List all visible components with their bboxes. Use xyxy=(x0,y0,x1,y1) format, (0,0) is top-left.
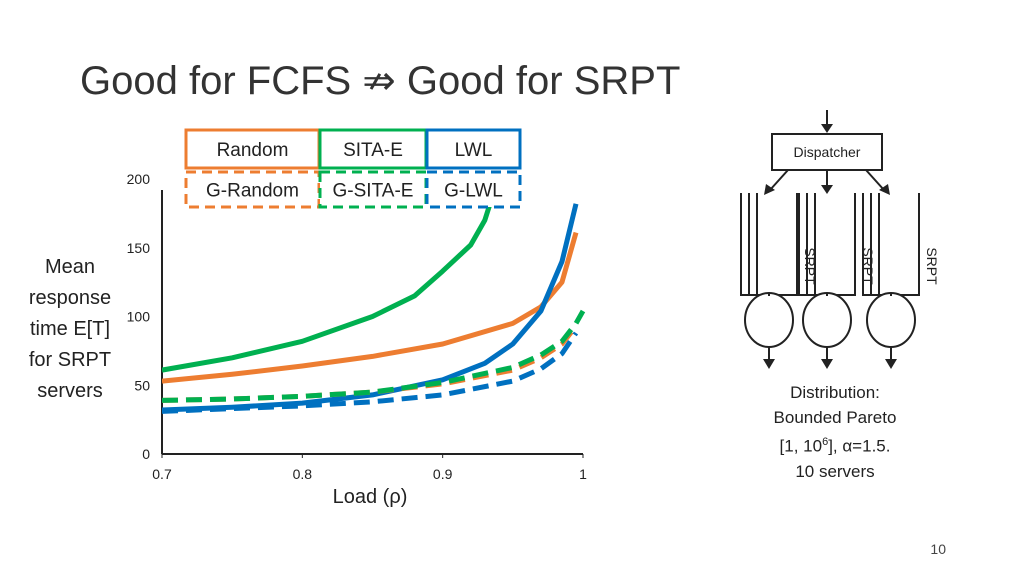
server-policy-label: SRPT xyxy=(924,247,940,285)
y-tick-label: 50 xyxy=(134,377,150,393)
y-axis-label-line: servers xyxy=(37,380,103,402)
dispatcher-box xyxy=(771,133,883,171)
dispatch-arrow-middle-head xyxy=(821,185,833,194)
server-3: SRPT xyxy=(862,193,940,369)
y-axis-label-line: for SRPT xyxy=(28,349,112,371)
legend-label: G-Random xyxy=(206,181,299,202)
x-tick-label: 0.9 xyxy=(433,466,453,482)
distribution-range-end: ], α=1.5. xyxy=(828,436,891,456)
slide-number: 10 xyxy=(930,541,946,557)
y-tick-label: 0 xyxy=(142,446,150,462)
legend-label: G-LWL xyxy=(444,181,503,202)
distribution-exponent: 6 xyxy=(822,436,829,448)
y-tick-label: 100 xyxy=(127,309,151,325)
incoming-arrow-head xyxy=(821,124,833,133)
output-arrow-head xyxy=(885,359,897,369)
legend-label: Random xyxy=(217,140,289,161)
x-tick-label: 1 xyxy=(579,466,587,482)
series-line-g-sita-e xyxy=(162,309,586,403)
y-axis-label-line: time E[T] xyxy=(29,318,110,340)
dispatch-arrow-right-head xyxy=(879,184,890,195)
y-axis-label-line: Mean xyxy=(44,256,96,278)
series-line-random xyxy=(162,231,579,384)
y-axis-label: Mean response time E[T] for SRPT servers xyxy=(8,252,132,407)
distribution-line: [1, 106], α=1.5. xyxy=(740,430,930,459)
chart-series xyxy=(162,197,586,414)
y-tick-label: 200 xyxy=(127,171,151,187)
y-axis-label-line: response xyxy=(28,287,112,309)
legend-box-lwl xyxy=(425,128,522,170)
server-group: SRPT SRPT SRPT xyxy=(740,193,940,369)
legend-label: SITA-E xyxy=(343,140,403,161)
distribution-text: Distribution: Bounded Pareto [1, 106], α… xyxy=(740,380,930,484)
distribution-line: Distribution: xyxy=(790,383,880,402)
legend-label: LWL xyxy=(455,140,493,161)
output-arrow-head xyxy=(821,359,833,369)
x-axis-label: Load (ρ) xyxy=(332,486,408,508)
chart-legend: Random SITA-E LWL G-Random G-SITA-E G-LWL xyxy=(184,128,522,209)
y-tick-label: 150 xyxy=(127,240,151,256)
dispatcher-label: Dispatcher xyxy=(794,144,861,160)
server-circle xyxy=(866,292,916,348)
dispatch-arrow-left-head xyxy=(764,184,775,195)
distribution-range-start: [1, 10 xyxy=(779,436,823,456)
dispatch-arrow-left xyxy=(769,169,789,191)
x-tick-label: 0.7 xyxy=(152,466,172,482)
server-circle xyxy=(744,292,794,348)
series-line-sita-e xyxy=(162,197,495,373)
output-arrow-head xyxy=(763,359,775,369)
dispatch-arrow-right xyxy=(865,169,885,191)
distribution-line: Bounded Pareto xyxy=(773,408,897,427)
legend-label: G-SITA-E xyxy=(333,181,414,202)
server-circle xyxy=(802,292,852,348)
x-tick-label: 0.8 xyxy=(293,466,313,482)
legend-box-g-lwl xyxy=(425,170,522,209)
slide-title: Good for FCFS ⇏ Good for SRPT xyxy=(80,59,681,103)
legend-box-g-sita-e xyxy=(318,170,428,209)
distribution-line: 10 servers xyxy=(795,461,875,481)
